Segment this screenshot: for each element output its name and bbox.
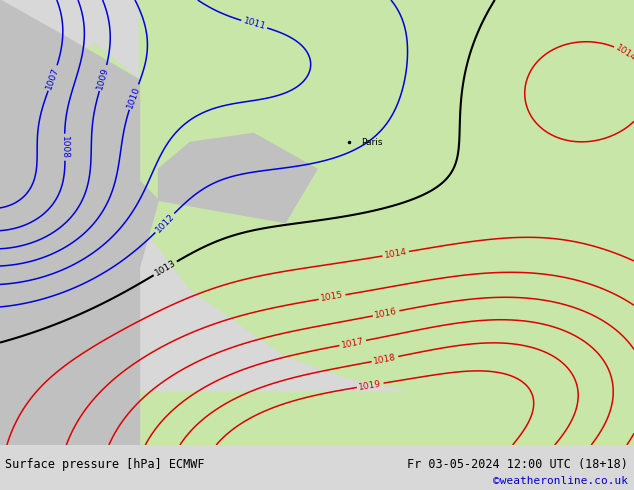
Text: 1009: 1009 [96,66,110,90]
Text: 1016: 1016 [374,307,398,320]
Text: 1018: 1018 [373,352,397,366]
Polygon shape [0,45,139,222]
Text: 1017: 1017 [340,336,365,349]
Polygon shape [0,392,634,445]
Polygon shape [139,80,634,445]
Text: 1007: 1007 [45,66,61,90]
Polygon shape [0,156,158,312]
Polygon shape [158,133,317,222]
Text: 1011: 1011 [242,17,266,32]
Polygon shape [0,178,139,445]
Text: 1014: 1014 [384,247,408,260]
Polygon shape [0,67,127,200]
Text: 1013: 1013 [153,259,178,278]
Text: 1012: 1012 [153,212,176,234]
Text: 1014: 1014 [614,43,634,63]
Polygon shape [139,0,634,187]
Text: Paris: Paris [361,138,383,147]
Text: Surface pressure [hPa] ECMWF: Surface pressure [hPa] ECMWF [5,458,205,470]
Text: ©weatheronline.co.uk: ©weatheronline.co.uk [493,476,628,487]
Text: 1015: 1015 [320,291,344,303]
Text: 1010: 1010 [126,85,142,109]
Text: 1008: 1008 [60,136,70,159]
Polygon shape [0,0,139,222]
Text: 1019: 1019 [358,379,382,392]
Text: Fr 03-05-2024 12:00 UTC (18+18): Fr 03-05-2024 12:00 UTC (18+18) [407,458,628,470]
